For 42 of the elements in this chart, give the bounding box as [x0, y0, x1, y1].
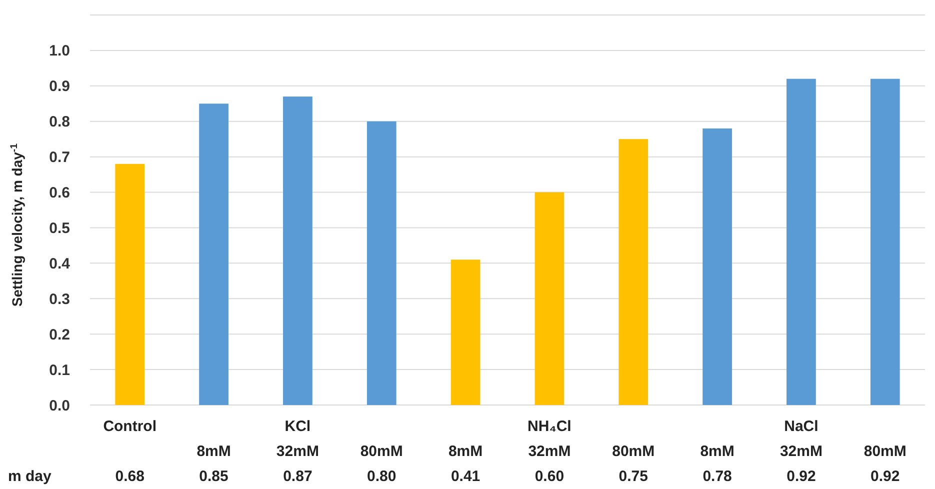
y-tick-label: 0.1 — [49, 362, 70, 379]
bar — [870, 78, 900, 405]
bar — [450, 260, 480, 405]
x-tick-label: NaCl 32mM — [780, 418, 822, 460]
text: 1.0 — [49, 42, 70, 60]
data-label: 0.78 — [702, 468, 732, 485]
x-tick-label: NH₄Cl 32mM — [528, 418, 572, 460]
x-tick-label: 80mM — [612, 443, 655, 460]
bar — [283, 96, 312, 405]
bar — [534, 192, 564, 405]
data-label: 0.92 — [870, 468, 900, 485]
bar — [786, 78, 816, 405]
y-tick-label: 0.2 — [49, 326, 70, 344]
bar — [115, 164, 145, 405]
y-tick-label: 0.7 — [49, 149, 70, 166]
text: m day — [8, 468, 52, 485]
data-label: 0.87 — [283, 468, 312, 485]
y-tick-label: 0.4 — [49, 255, 71, 272]
bar — [618, 139, 648, 405]
y-tick-label: 0.8 — [49, 114, 70, 131]
data-label: 0.80 — [367, 468, 396, 485]
x-tick-label: Control — [103, 418, 157, 435]
y-tick-label: 0.5 — [49, 220, 70, 237]
y-tick-label: 0.3 — [49, 290, 70, 308]
x-tick-label: 8mM — [448, 443, 483, 460]
x-tick-label: 8mM — [700, 443, 734, 460]
x-tick-label: 80mM — [864, 443, 906, 460]
bar — [199, 104, 228, 405]
data-label: 0.75 — [618, 468, 648, 485]
y-tick-label: 0.9 — [49, 78, 70, 96]
text: 0.0 — [49, 397, 70, 414]
x-tick-label: KCl 32mM — [276, 418, 319, 460]
data-label: 0.41 — [450, 468, 480, 485]
x-tick-label: 8mM — [196, 443, 231, 460]
data-label: 0.92 — [786, 468, 816, 485]
data-label: 0.85 — [199, 468, 228, 485]
bar — [366, 121, 396, 405]
data-label: 0.68 — [115, 468, 144, 485]
y-tick-label: 0.6 — [49, 184, 70, 202]
bar — [702, 128, 732, 405]
data-label: 0.60 — [534, 468, 564, 485]
x-tick-label: 80mM — [360, 443, 403, 460]
